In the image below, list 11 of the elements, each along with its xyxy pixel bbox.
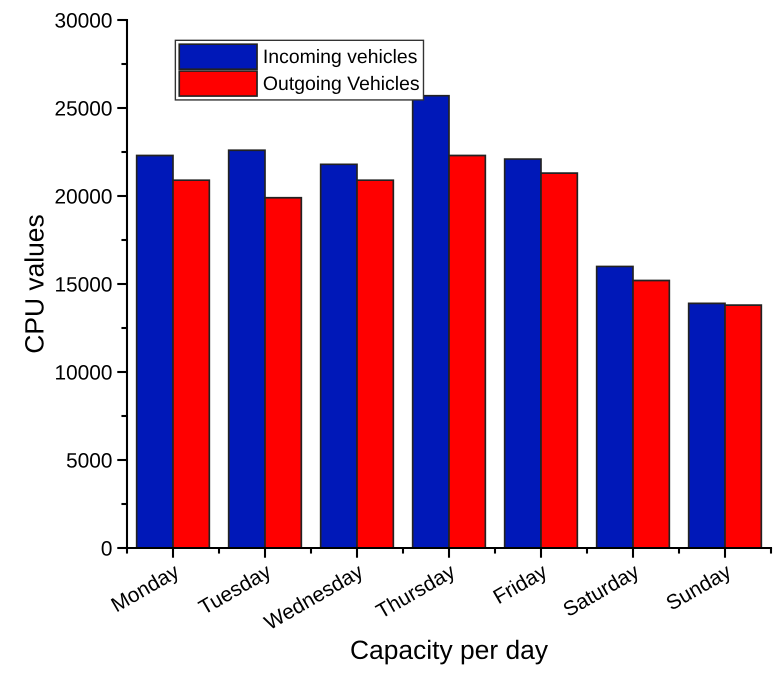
legend-label: Outgoing Vehicles <box>264 76 419 94</box>
y-tick-label: 15000 <box>56 277 112 292</box>
y-tick-label: 30000 <box>55 13 112 28</box>
legend-label: Incoming vehicles <box>264 48 417 68</box>
y-tick-label: 10000 <box>56 365 112 380</box>
y-tick-label: 0 <box>102 541 112 556</box>
y-tick-label: 5000 <box>66 453 112 468</box>
y-tick-label: 25000 <box>56 101 112 116</box>
y-axis-title: CPU values <box>24 215 44 352</box>
y-tick-label: 20000 <box>56 189 112 204</box>
x-axis-title: Capacity per day <box>351 640 548 664</box>
